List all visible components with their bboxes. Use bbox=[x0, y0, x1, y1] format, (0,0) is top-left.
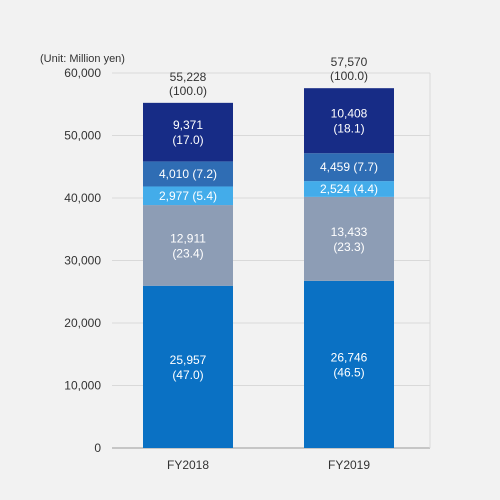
data-labels: 25,957(47.0) 12,911(23.4) 2,977 (5.4) 4,010… bbox=[159, 55, 378, 382]
segment-value-label: 9,371 bbox=[173, 118, 203, 132]
segment-value-label: 4,010 (7.2) bbox=[159, 167, 217, 181]
total-share-label: (100.0) bbox=[169, 84, 207, 98]
y-tick-label: 50,000 bbox=[64, 129, 101, 143]
total-share-label: (100.0) bbox=[330, 69, 368, 83]
y-tick-label: 60,000 bbox=[64, 66, 101, 80]
segment-share-label: (23.3) bbox=[333, 240, 364, 254]
segment-value-label: 26,746 bbox=[331, 350, 368, 364]
segment-value-label: 4,459 (7.7) bbox=[320, 160, 378, 174]
bar-segment bbox=[304, 280, 394, 448]
segment-value-label: 12,911 bbox=[170, 231, 206, 245]
bar-segment bbox=[143, 285, 233, 448]
bar-segment bbox=[304, 181, 394, 197]
bar-segment bbox=[143, 205, 233, 286]
segment-value-label: 13,433 bbox=[331, 225, 368, 239]
segment-value-label: 25,957 bbox=[170, 353, 207, 367]
bar-segment bbox=[304, 88, 394, 154]
segment-share-label: (18.1) bbox=[333, 122, 364, 136]
y-axis: 0 10,000 20,000 30,000 40,000 50,000 60,000 bbox=[64, 66, 101, 455]
y-tick-label: 0 bbox=[94, 441, 101, 455]
bars bbox=[143, 88, 394, 448]
y-tick-label: 30,000 bbox=[64, 254, 101, 268]
segment-share-label: (46.5) bbox=[333, 365, 364, 379]
segment-value-label: 10,408 bbox=[331, 107, 368, 121]
x-category-label: FY2019 bbox=[328, 458, 370, 472]
bar-segment bbox=[143, 161, 233, 187]
bar-segment bbox=[304, 196, 394, 281]
segment-share-label: (23.4) bbox=[172, 246, 203, 260]
x-axis: FY2018 FY2019 bbox=[167, 458, 370, 472]
total-value-label: 57,570 bbox=[331, 55, 368, 69]
x-category-label: FY2018 bbox=[167, 458, 209, 472]
segment-share-label: (47.0) bbox=[172, 368, 203, 382]
total-value-label: 55,228 bbox=[170, 70, 207, 84]
segment-value-label: 2,977 (5.4) bbox=[159, 189, 217, 203]
bar-segment bbox=[304, 153, 394, 182]
y-tick-label: 20,000 bbox=[64, 316, 101, 330]
bar-segment bbox=[143, 186, 233, 206]
y-tick-label: 10,000 bbox=[64, 379, 101, 393]
segment-value-label: 2,524 (4.4) bbox=[320, 182, 378, 196]
bar-segment bbox=[143, 102, 233, 162]
unit-label: (Unit: Million yen) bbox=[40, 53, 125, 65]
y-tick-label: 40,000 bbox=[64, 191, 101, 205]
segment-share-label: (17.0) bbox=[172, 133, 203, 147]
